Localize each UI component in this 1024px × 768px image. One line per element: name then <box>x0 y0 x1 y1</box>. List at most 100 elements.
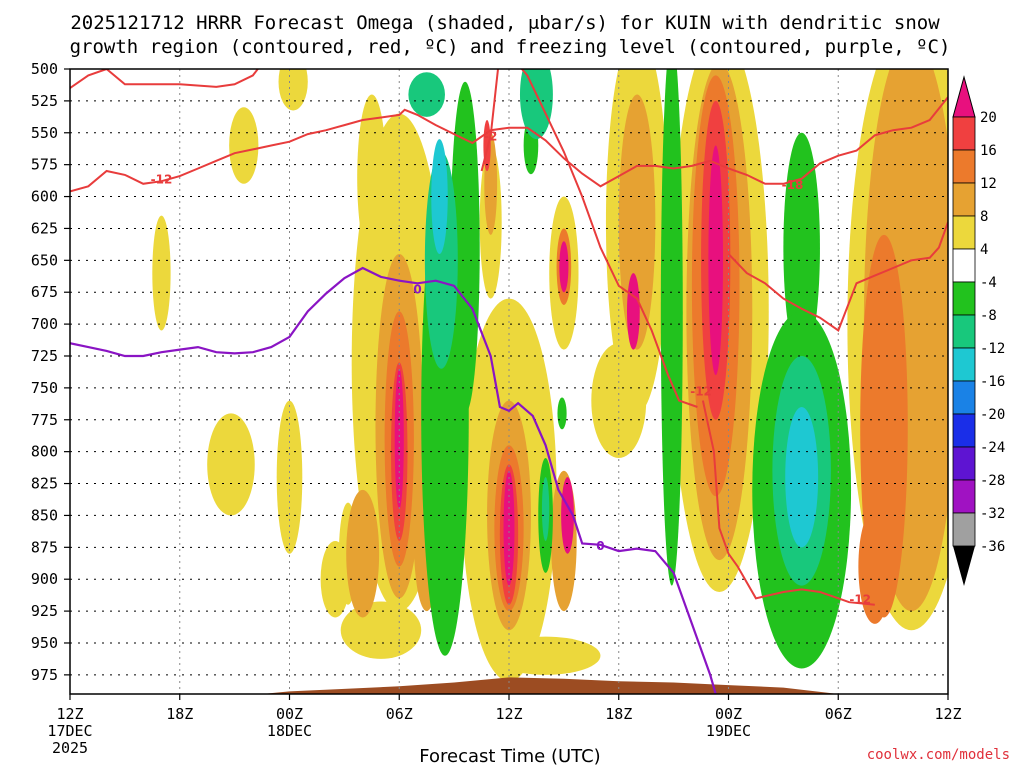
colorbar-label: -32 <box>980 506 1005 522</box>
x-tick-label: 12Z <box>934 705 961 723</box>
x-tick-date: 18DEC <box>267 722 312 740</box>
dgz-contour-line <box>70 96 948 193</box>
y-tick-label: 875 <box>31 538 58 556</box>
dgz-contour-line <box>480 69 698 408</box>
contour-labels: -12 -18 -2 -12 -12 0 0 <box>151 129 871 606</box>
x-tick-label: 06Z <box>825 705 852 723</box>
x-tick-label: 18Z <box>605 705 632 723</box>
x-tick-label: 00Z <box>715 705 742 723</box>
omega-cell <box>503 470 515 586</box>
colorbar-bin <box>952 116 976 151</box>
colorbar-label: 8 <box>980 209 988 225</box>
colorbar-bin <box>952 149 976 184</box>
contours <box>70 69 948 694</box>
colorbar-label: -12 <box>980 341 1005 357</box>
omega-cell <box>519 69 553 140</box>
dgz-contour-label: -18 <box>782 178 804 192</box>
omega-cell <box>229 107 259 184</box>
colorbar-bin <box>952 215 976 250</box>
x-tick-label: 12Z <box>56 705 83 723</box>
colorbar-bin <box>952 479 976 514</box>
chart-title-line-2: growth region (contoured, red, ºC) and f… <box>70 36 951 58</box>
dgz-contour-line <box>70 69 260 89</box>
omega-cell <box>559 241 569 293</box>
x-tick-label: 18Z <box>166 705 193 723</box>
dgz-contour-label: -12 <box>151 173 173 187</box>
x-tick-year: 2025 <box>52 739 88 757</box>
y-tick-label: 550 <box>31 124 58 142</box>
colorbar-bin <box>952 281 976 316</box>
y-tick-label: 975 <box>31 666 58 684</box>
colorbar-label: 20 <box>980 110 997 126</box>
omega-cell <box>626 273 640 350</box>
x-tick-date: 17DEC <box>47 722 92 740</box>
x-tick-date: 19DEC <box>706 722 751 740</box>
dgz-contour-line <box>701 400 875 606</box>
colorbar-bin <box>952 347 976 382</box>
omega-cell <box>346 489 380 618</box>
omega-cell <box>660 69 683 586</box>
credit-link[interactable]: coolwx.com/models <box>867 747 1010 763</box>
colorbar-label: -16 <box>980 374 1005 390</box>
dgz-contour-label: -2 <box>484 129 497 143</box>
omega-cell <box>708 145 724 376</box>
y-tick-label: 750 <box>31 379 58 397</box>
omega-cell <box>618 94 656 350</box>
y-tick-label: 575 <box>31 156 58 174</box>
y-tick-label: 725 <box>31 347 58 365</box>
y-tick-label: 525 <box>31 92 58 110</box>
colorbar-label: 12 <box>980 176 997 192</box>
freezing-level-line <box>70 266 717 694</box>
colorbar-label: 16 <box>980 143 997 159</box>
y-tick-label: 800 <box>31 443 58 461</box>
colorbar-label: -20 <box>980 407 1005 423</box>
colorbar-label: 4 <box>980 242 988 258</box>
colorbar-bin <box>952 314 976 349</box>
dgz-contour-label: -12 <box>690 384 712 398</box>
omega-cell <box>541 477 550 541</box>
y-axis: 500 525 550 575 600 625 650 675 700 725 750 775 800 8… <box>31 60 70 684</box>
dgz-contour-label: -12 <box>849 592 871 606</box>
dgz-contour-line <box>727 221 948 333</box>
colorbar-label: -4 <box>980 275 997 291</box>
colorbar-label: -24 <box>980 440 1005 456</box>
x-tick-label: 00Z <box>276 705 303 723</box>
colorbar-label: -8 <box>980 308 997 324</box>
omega-cell <box>278 69 308 111</box>
omega-cell <box>408 72 445 117</box>
colorbar: 20 16 12 8 4 -4 -8 -12 -16 -20 -24 -28 -32 -36 <box>952 75 1005 586</box>
omega-cell <box>557 397 567 430</box>
freezing-level-label: 0 <box>413 282 421 296</box>
y-tick-label: 850 <box>31 506 58 524</box>
colorbar-bin <box>952 380 976 415</box>
omega-cell <box>858 509 892 624</box>
y-tick-label: 900 <box>31 570 58 588</box>
x-tick-label: 06Z <box>386 705 413 723</box>
y-tick-label: 700 <box>31 315 58 333</box>
terrain-surface <box>70 677 948 694</box>
colorbar-arrow-bottom <box>953 546 975 586</box>
freezing-level-label: 0 <box>596 539 604 553</box>
colorbar-bin <box>952 446 976 481</box>
omega-cell <box>785 407 819 548</box>
colorbar-bin <box>952 512 976 547</box>
omega-cell <box>152 215 171 331</box>
y-tick-label: 500 <box>31 60 58 78</box>
chart-title-line-1: 2025121712 HRRR Forecast Omega (shaded, … <box>70 12 940 34</box>
y-tick-label: 625 <box>31 219 58 237</box>
omega-shading <box>152 69 948 682</box>
omega-cell <box>340 601 422 659</box>
colorbar-arrow-top <box>952 75 976 118</box>
colorbar-label: -36 <box>980 539 1005 555</box>
colorbar-bin <box>952 413 976 448</box>
x-tick-label: 12Z <box>495 705 522 723</box>
y-tick-label: 675 <box>31 283 58 301</box>
x-axis-title: Forecast Time (UTC) <box>419 746 600 767</box>
y-tick-label: 950 <box>31 634 58 652</box>
omega-cell <box>394 368 404 510</box>
y-tick-label: 650 <box>31 251 58 269</box>
omega-cell <box>783 132 820 363</box>
y-tick-label: 925 <box>31 602 58 620</box>
